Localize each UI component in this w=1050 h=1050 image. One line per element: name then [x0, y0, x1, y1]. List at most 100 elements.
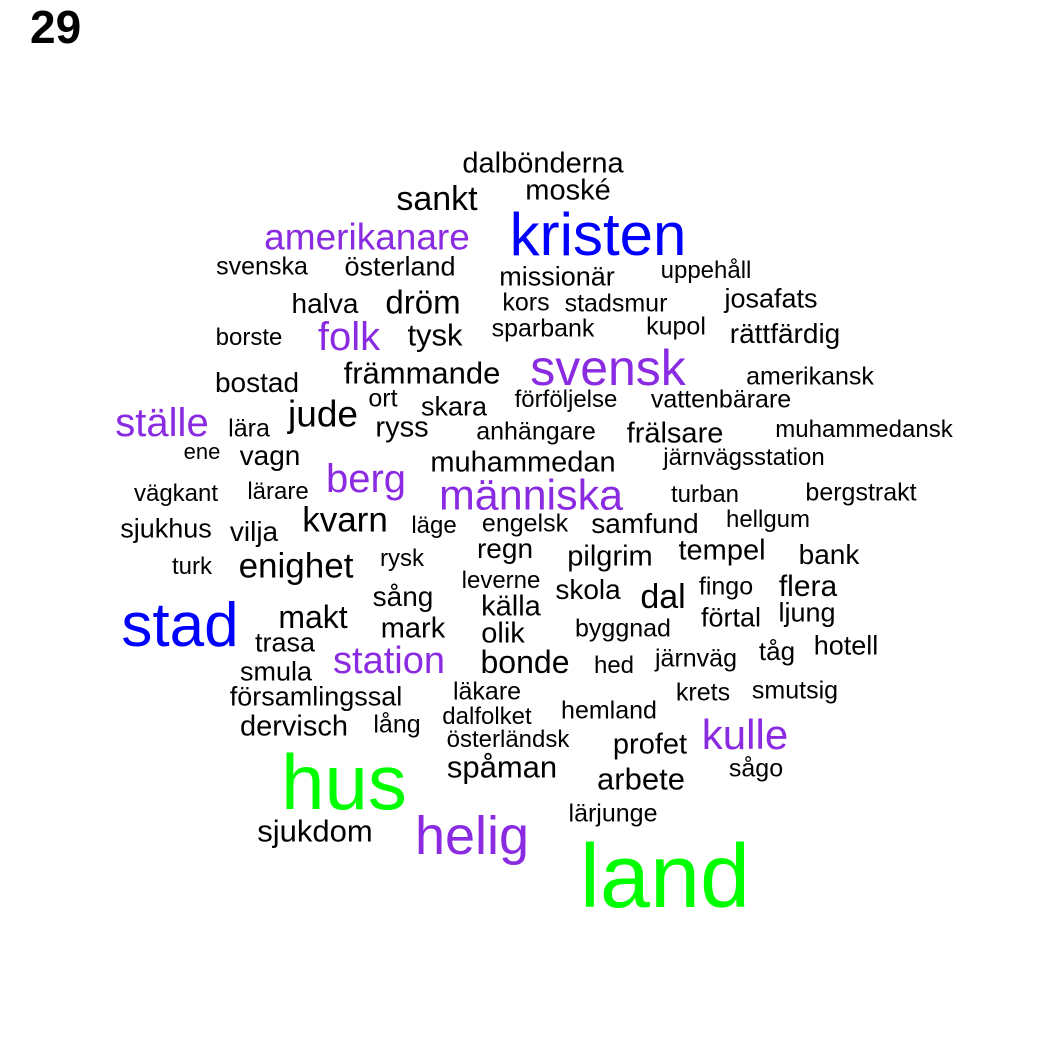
cloud-word: förtal	[700, 602, 762, 633]
cloud-word: profet	[612, 728, 688, 761]
cloud-word: anhängare	[476, 417, 596, 446]
cloud-word: läge	[411, 512, 457, 539]
cloud-word: dalfolket	[442, 703, 532, 730]
cloud-word: lärare	[247, 478, 309, 505]
cloud-word: stad	[121, 591, 239, 660]
cloud-word: land	[579, 827, 751, 927]
cloud-word: kvarn	[302, 500, 388, 540]
cloud-word: uppehåll	[660, 257, 752, 284]
cloud-word: människa	[438, 471, 624, 520]
cloud-word: engelsk	[481, 509, 569, 538]
page-number: 29	[30, 1, 82, 53]
cloud-word: tysk	[407, 317, 463, 353]
cloud-word: hemland	[561, 696, 657, 725]
cloud-word: järnväg	[655, 644, 737, 673]
cloud-word: amerikanare	[264, 216, 470, 258]
cloud-word: leverne	[461, 567, 541, 594]
cloud-word: församlingssal	[229, 681, 403, 712]
cloud-word: bonde	[480, 644, 570, 680]
cloud-word: lång	[373, 710, 421, 739]
cloud-word: flera	[778, 570, 838, 603]
cloud-word: sankt	[396, 180, 478, 218]
cloud-word: kupol	[646, 312, 706, 341]
cloud-word: turk	[171, 553, 213, 580]
cloud-word: rysk	[380, 545, 424, 572]
cloud-word: österländsk	[446, 726, 570, 753]
cloud-word: dalbönderna	[462, 147, 624, 180]
cloud-word: lära	[228, 414, 270, 443]
cloud-word: sågo	[728, 754, 784, 783]
cloud-word: moské	[525, 174, 611, 207]
cloud-word: sjukhus	[120, 513, 212, 544]
cloud-word: stadsmur	[564, 289, 668, 318]
cloud-word: trasa	[254, 627, 316, 658]
cloud-word: arbete	[597, 761, 685, 797]
cloud-word: ene	[183, 439, 221, 464]
cloud-word: rättfärdig	[729, 318, 841, 349]
cloud-word: ort	[368, 384, 398, 413]
cloud-word: helig	[414, 806, 530, 866]
cloud-word: läkare	[452, 677, 522, 706]
cloud-word: amerikansk	[746, 362, 874, 391]
cloud-word: sparbank	[491, 314, 595, 343]
cloud-word: sjukdom	[257, 813, 373, 849]
cloud-word: borste	[215, 324, 283, 351]
cloud-word: jude	[288, 393, 358, 435]
cloud-word: främmande	[343, 355, 501, 391]
cloud-word: mark	[380, 612, 446, 645]
cloud-word: fingo	[698, 572, 754, 601]
cloud-word: regn	[476, 533, 534, 564]
cloud-word: dal	[640, 578, 686, 616]
cloud-word: dervisch	[240, 710, 348, 743]
cloud-word: bostad	[214, 367, 300, 398]
cloud-word: tåg	[758, 636, 796, 666]
cloud-word: frälsare	[626, 417, 724, 450]
cloud-word: österland	[344, 251, 456, 282]
cloud-word: kristen	[509, 201, 687, 268]
cloud-word: spåman	[446, 749, 558, 785]
cloud-word: svenska	[216, 252, 308, 281]
cloud-word: skola	[555, 574, 621, 605]
cloud-word: kulle	[701, 711, 789, 758]
cloud-word: bank	[798, 539, 860, 570]
cloud-word: berg	[325, 457, 407, 501]
cloud-word: smutsig	[751, 676, 839, 705]
cloud-word: vilja	[229, 516, 279, 547]
cloud-word: bergstrakt	[805, 478, 917, 507]
cloud-word: hed	[593, 652, 635, 679]
cloud-word: ljung	[778, 597, 836, 628]
cloud-word: folk	[317, 315, 381, 359]
cloud-word: vagn	[239, 440, 301, 471]
cloud-word: missionär	[499, 261, 615, 292]
cloud-word: källa	[481, 590, 541, 623]
cloud-word: samfund	[591, 508, 699, 539]
cloud-word: hus	[281, 738, 407, 826]
cloud-word: station	[333, 640, 445, 682]
cloud-word: makt	[278, 599, 348, 635]
cloud-word: olik	[481, 617, 525, 650]
cloud-word: enighet	[238, 546, 354, 586]
cloud-word: skara	[420, 391, 488, 422]
cloud-word: tempel	[678, 534, 766, 567]
cloud-word: kors	[502, 288, 550, 317]
cloud-word: dröm	[385, 283, 461, 321]
cloud-word: halva	[291, 288, 359, 319]
cloud-word: pilgrim	[567, 540, 653, 573]
cloud-word: vattenbärare	[650, 385, 792, 414]
cloud-word: ryss	[375, 411, 429, 444]
cloud-word: hotell	[813, 630, 879, 661]
cloud-word: krets	[675, 678, 731, 707]
cloud-word: järnvägsstation	[663, 444, 825, 471]
cloud-word: muhammedansk	[775, 416, 953, 443]
cloud-word: lärjunge	[568, 799, 658, 828]
cloud-word: hellgum	[725, 506, 811, 533]
cloud-word: ställe	[115, 401, 209, 445]
cloud-word: josafats	[724, 283, 818, 314]
cloud-word: muhammedan	[430, 446, 616, 479]
cloud-word: vägkant	[133, 480, 219, 507]
cloud-word: förföljelse	[514, 386, 618, 413]
cloud-word: turban	[670, 481, 740, 508]
cloud-word: byggnad	[575, 614, 671, 643]
cloud-word: sång	[372, 581, 434, 612]
